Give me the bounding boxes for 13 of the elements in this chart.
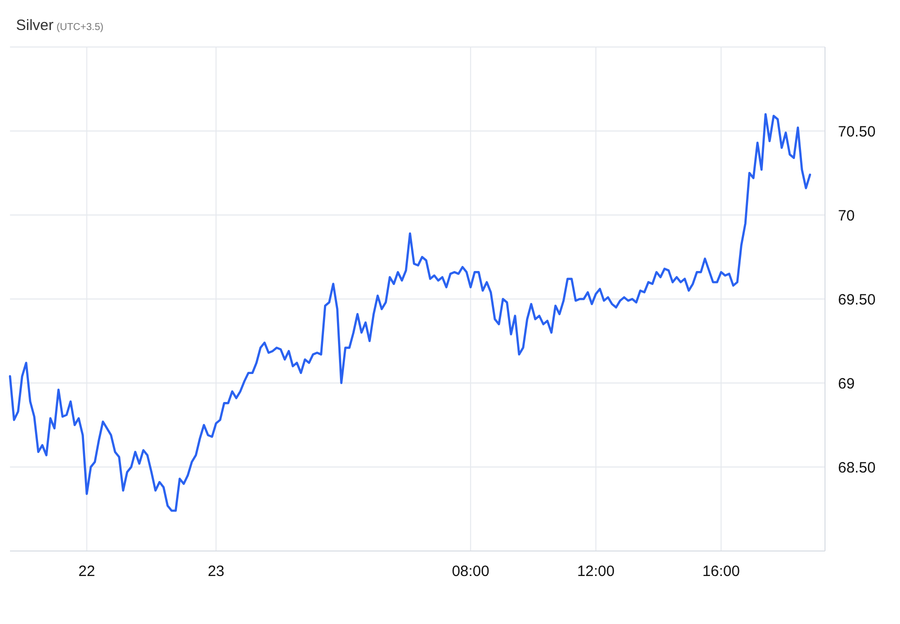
x-tick-label: 08:00 (452, 563, 490, 580)
x-tick-label: 22 (78, 563, 96, 580)
x-tick-label: 12:00 (577, 563, 615, 580)
y-tick-label: 69.50 (838, 291, 876, 308)
x-tick-label: 23 (208, 563, 224, 580)
chart-title: Silver (16, 17, 54, 34)
x-tick-label: 16:00 (702, 563, 740, 580)
y-tick-label: 68.50 (838, 459, 876, 476)
y-tick-label: 70 (838, 207, 855, 224)
chart-subtitle: (UTC+3.5) (56, 22, 104, 33)
line-series (8, 113, 812, 512)
y-tick-label: 69 (838, 375, 855, 392)
y-tick-label: 70.50 (838, 123, 876, 140)
